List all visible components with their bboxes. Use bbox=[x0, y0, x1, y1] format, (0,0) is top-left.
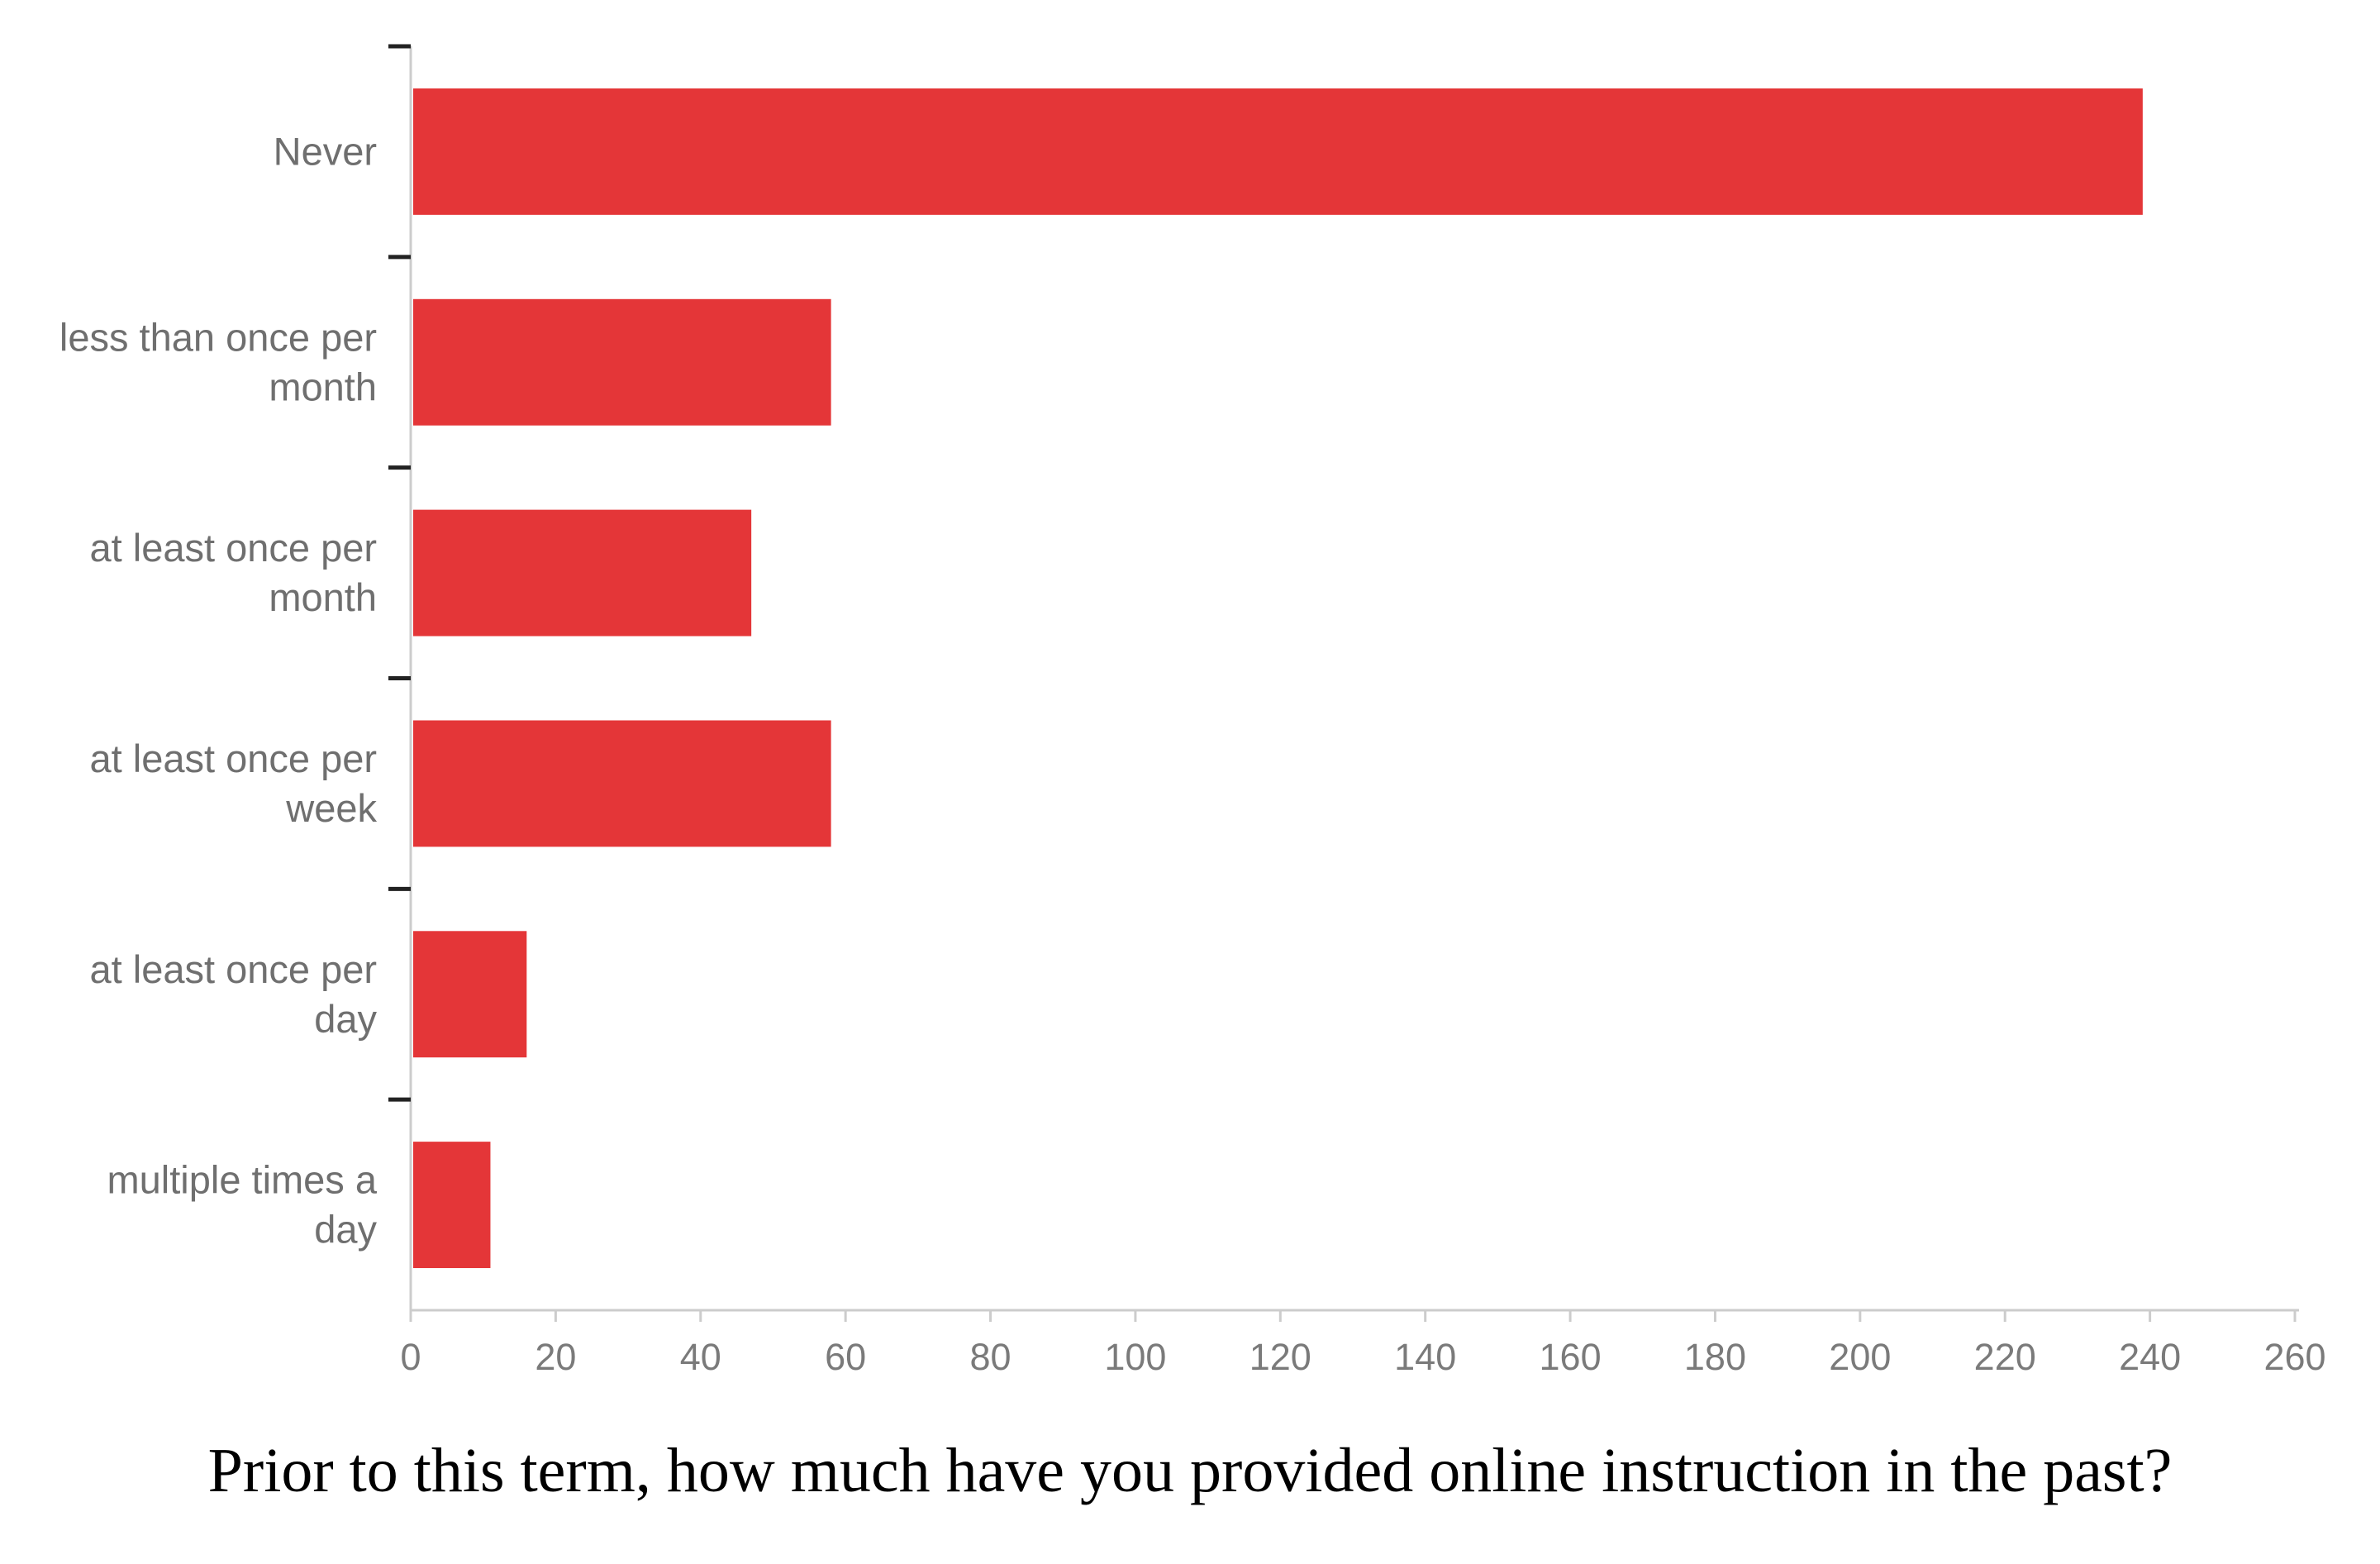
x-tick-label: 220 bbox=[1974, 1336, 2036, 1378]
category-label-line: day bbox=[314, 997, 377, 1041]
bar-4 bbox=[413, 720, 831, 847]
bars-layer bbox=[413, 88, 2143, 1269]
x-tick-label: 40 bbox=[680, 1336, 721, 1378]
category-label-3: at least once per month bbox=[90, 526, 378, 619]
category-label-line: less than once per bbox=[60, 315, 377, 359]
category-label-line: month bbox=[269, 575, 377, 619]
category-label-1: Never bbox=[274, 129, 377, 173]
category-label-line: at least once per bbox=[90, 947, 378, 991]
category-label-5: at least once per day bbox=[90, 947, 378, 1041]
bar-3 bbox=[413, 509, 752, 637]
x-tick-label: 100 bbox=[1104, 1336, 1166, 1378]
axes-layer bbox=[388, 44, 2299, 1322]
x-tick-label: 200 bbox=[1829, 1336, 1891, 1378]
x-tick-label: 160 bbox=[1540, 1336, 1602, 1378]
x-tick-label: 180 bbox=[1684, 1336, 1746, 1378]
x-tick-label: 0 bbox=[400, 1336, 421, 1378]
category-label-line: at least once per bbox=[90, 737, 378, 780]
x-tick-label: 240 bbox=[2119, 1336, 2181, 1378]
x-tick-label: 20 bbox=[535, 1336, 576, 1378]
category-label-6: multiple times a day bbox=[107, 1158, 378, 1252]
bar-1 bbox=[413, 88, 2143, 215]
category-label-line: week bbox=[285, 786, 377, 830]
category-label-line: at least once per bbox=[90, 526, 378, 570]
chart-caption: Prior to this term, how much have you pr… bbox=[208, 1436, 2173, 1505]
category-label-2: less than once per month bbox=[60, 315, 377, 408]
x-tick-label: 140 bbox=[1394, 1336, 1456, 1378]
category-label-line: day bbox=[314, 1208, 377, 1252]
category-label-4: at least once per week bbox=[90, 737, 378, 830]
x-tick-label: 60 bbox=[825, 1336, 866, 1378]
category-label-line: month bbox=[269, 365, 377, 408]
category-label-line: Never bbox=[274, 129, 377, 173]
x-tick-label: 80 bbox=[970, 1336, 1011, 1378]
bar-5 bbox=[413, 931, 527, 1058]
category-label-line: multiple times a bbox=[107, 1158, 378, 1202]
bar-2 bbox=[413, 298, 831, 426]
x-tick-label: 120 bbox=[1250, 1336, 1311, 1378]
bar-6 bbox=[413, 1142, 491, 1269]
x-tick-label: 260 bbox=[2263, 1336, 2325, 1378]
